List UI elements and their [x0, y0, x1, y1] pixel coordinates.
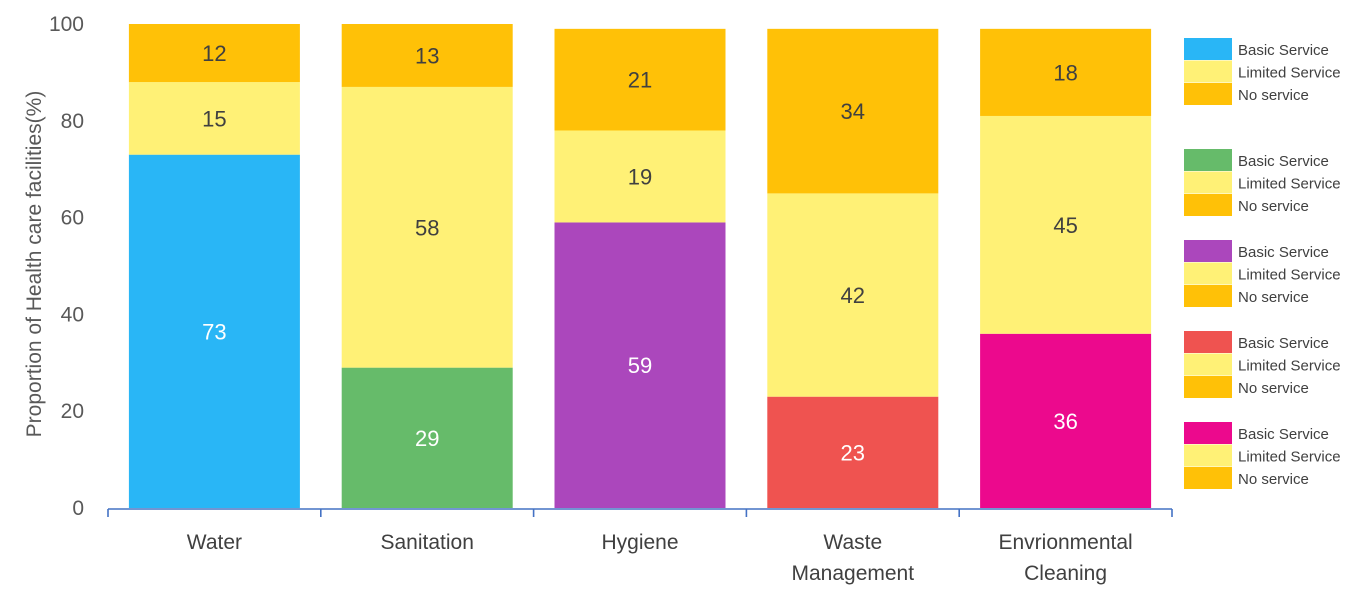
legend-swatch	[1184, 171, 1232, 194]
x-category-label: Hygiene	[601, 531, 678, 554]
data-label-hygiene-no-service: 21	[628, 68, 652, 93]
bar-segment-hygiene-basic-service	[554, 222, 726, 508]
data-label-water-limited-service: 15	[202, 106, 226, 131]
legend-swatch	[1184, 194, 1232, 216]
legend-swatch	[1184, 38, 1232, 60]
legend-swatch	[1184, 376, 1232, 398]
bar-segment-sanitation-basic-service	[341, 367, 513, 508]
bar-segment-envrionmental-cleaning-limited-service	[980, 115, 1152, 334]
legend-label: Limited Service	[1238, 449, 1341, 466]
legend-label: Limited Service	[1238, 358, 1341, 375]
legend-swatch	[1184, 240, 1232, 262]
bar-segment-hygiene-limited-service	[554, 130, 726, 223]
legend-swatch	[1184, 444, 1232, 467]
data-label-hygiene-basic-service: 59	[628, 353, 652, 378]
legend-swatch	[1184, 422, 1232, 444]
y-tick-label: 100	[49, 13, 84, 36]
legend-label: Basic Service	[1238, 426, 1329, 443]
y-tick-label: 80	[61, 110, 84, 133]
data-label-waste-management-no-service: 34	[841, 99, 865, 124]
y-tick-label: 40	[61, 303, 84, 326]
x-category-label: Water	[187, 531, 242, 554]
y-tick-label: 20	[61, 400, 84, 423]
legend-label: Basic Service	[1238, 42, 1329, 59]
legend-swatch	[1184, 262, 1232, 285]
data-label-waste-management-basic-service: 23	[841, 440, 865, 465]
bar-segment-waste-management-limited-service	[767, 193, 939, 397]
data-label-hygiene-limited-service: 19	[628, 164, 652, 189]
legend-swatch	[1184, 285, 1232, 307]
y-tick-label: 60	[61, 207, 84, 230]
legend-label: No service	[1238, 87, 1309, 104]
data-label-envrionmental-cleaning-basic-service: 36	[1053, 409, 1077, 434]
legend-label: No service	[1238, 471, 1309, 488]
bar-segment-envrionmental-cleaning-no-service	[980, 28, 1152, 116]
legend-label: Limited Service	[1238, 176, 1341, 193]
bars-layer	[128, 24, 1152, 508]
legend-swatch	[1184, 83, 1232, 105]
bar-segment-water-no-service	[128, 24, 300, 83]
x-category-label: Waste Management	[792, 531, 915, 585]
data-labels-layer: 73 15 12 29 58 13 59 19 21 23 42 34 36 45 18	[202, 41, 1078, 465]
legend-label: Limited Service	[1238, 267, 1341, 284]
data-label-water-basic-service: 73	[202, 319, 226, 344]
bar-segment-sanitation-limited-service	[341, 86, 513, 368]
legend-label: Basic Service	[1238, 153, 1329, 170]
data-label-envrionmental-cleaning-no-service: 18	[1053, 60, 1077, 85]
legend-label: No service	[1238, 198, 1309, 215]
bar-segment-waste-management-basic-service	[767, 396, 939, 508]
legend-label: Limited Service	[1238, 65, 1341, 82]
legend-swatch	[1184, 331, 1232, 353]
bar-segment-water-limited-service	[128, 82, 300, 155]
legend-label: No service	[1238, 289, 1309, 306]
legend-swatch	[1184, 60, 1232, 83]
y-axis-label: Proportion of Health care facilities(%)	[23, 91, 46, 438]
legend-label: No service	[1238, 380, 1309, 397]
legend: Basic Service Limited Service No service Ba…	[1184, 38, 1341, 489]
legend-swatch	[1184, 353, 1232, 376]
x-category-label: Envrionmental Cleaning	[998, 531, 1132, 585]
y-tick-label: 0	[72, 497, 84, 520]
x-category-label: Sanitation	[380, 531, 473, 554]
data-label-sanitation-no-service: 13	[415, 43, 439, 68]
data-label-waste-management-limited-service: 42	[841, 283, 865, 308]
legend-swatch	[1184, 149, 1232, 171]
bar-segment-water-basic-service	[128, 154, 300, 508]
legend-label: Basic Service	[1238, 244, 1329, 261]
x-axis: Water Sanitation Hygiene Waste Management Env…	[107, 508, 1173, 585]
data-label-sanitation-basic-service: 29	[415, 426, 439, 451]
legend-swatch	[1184, 467, 1232, 489]
data-label-envrionmental-cleaning-limited-service: 45	[1053, 213, 1077, 238]
bar-segment-envrionmental-cleaning-basic-service	[980, 333, 1152, 508]
bar-segment-waste-management-no-service	[767, 28, 939, 194]
bar-segment-sanitation-no-service	[341, 24, 513, 87]
data-label-sanitation-limited-service: 58	[415, 215, 439, 240]
data-label-water-no-service: 12	[202, 41, 226, 66]
legend-label: Basic Service	[1238, 335, 1329, 352]
bar-segment-hygiene-no-service	[554, 28, 726, 131]
y-axis: 0 20 40 60 80 100	[49, 13, 84, 520]
